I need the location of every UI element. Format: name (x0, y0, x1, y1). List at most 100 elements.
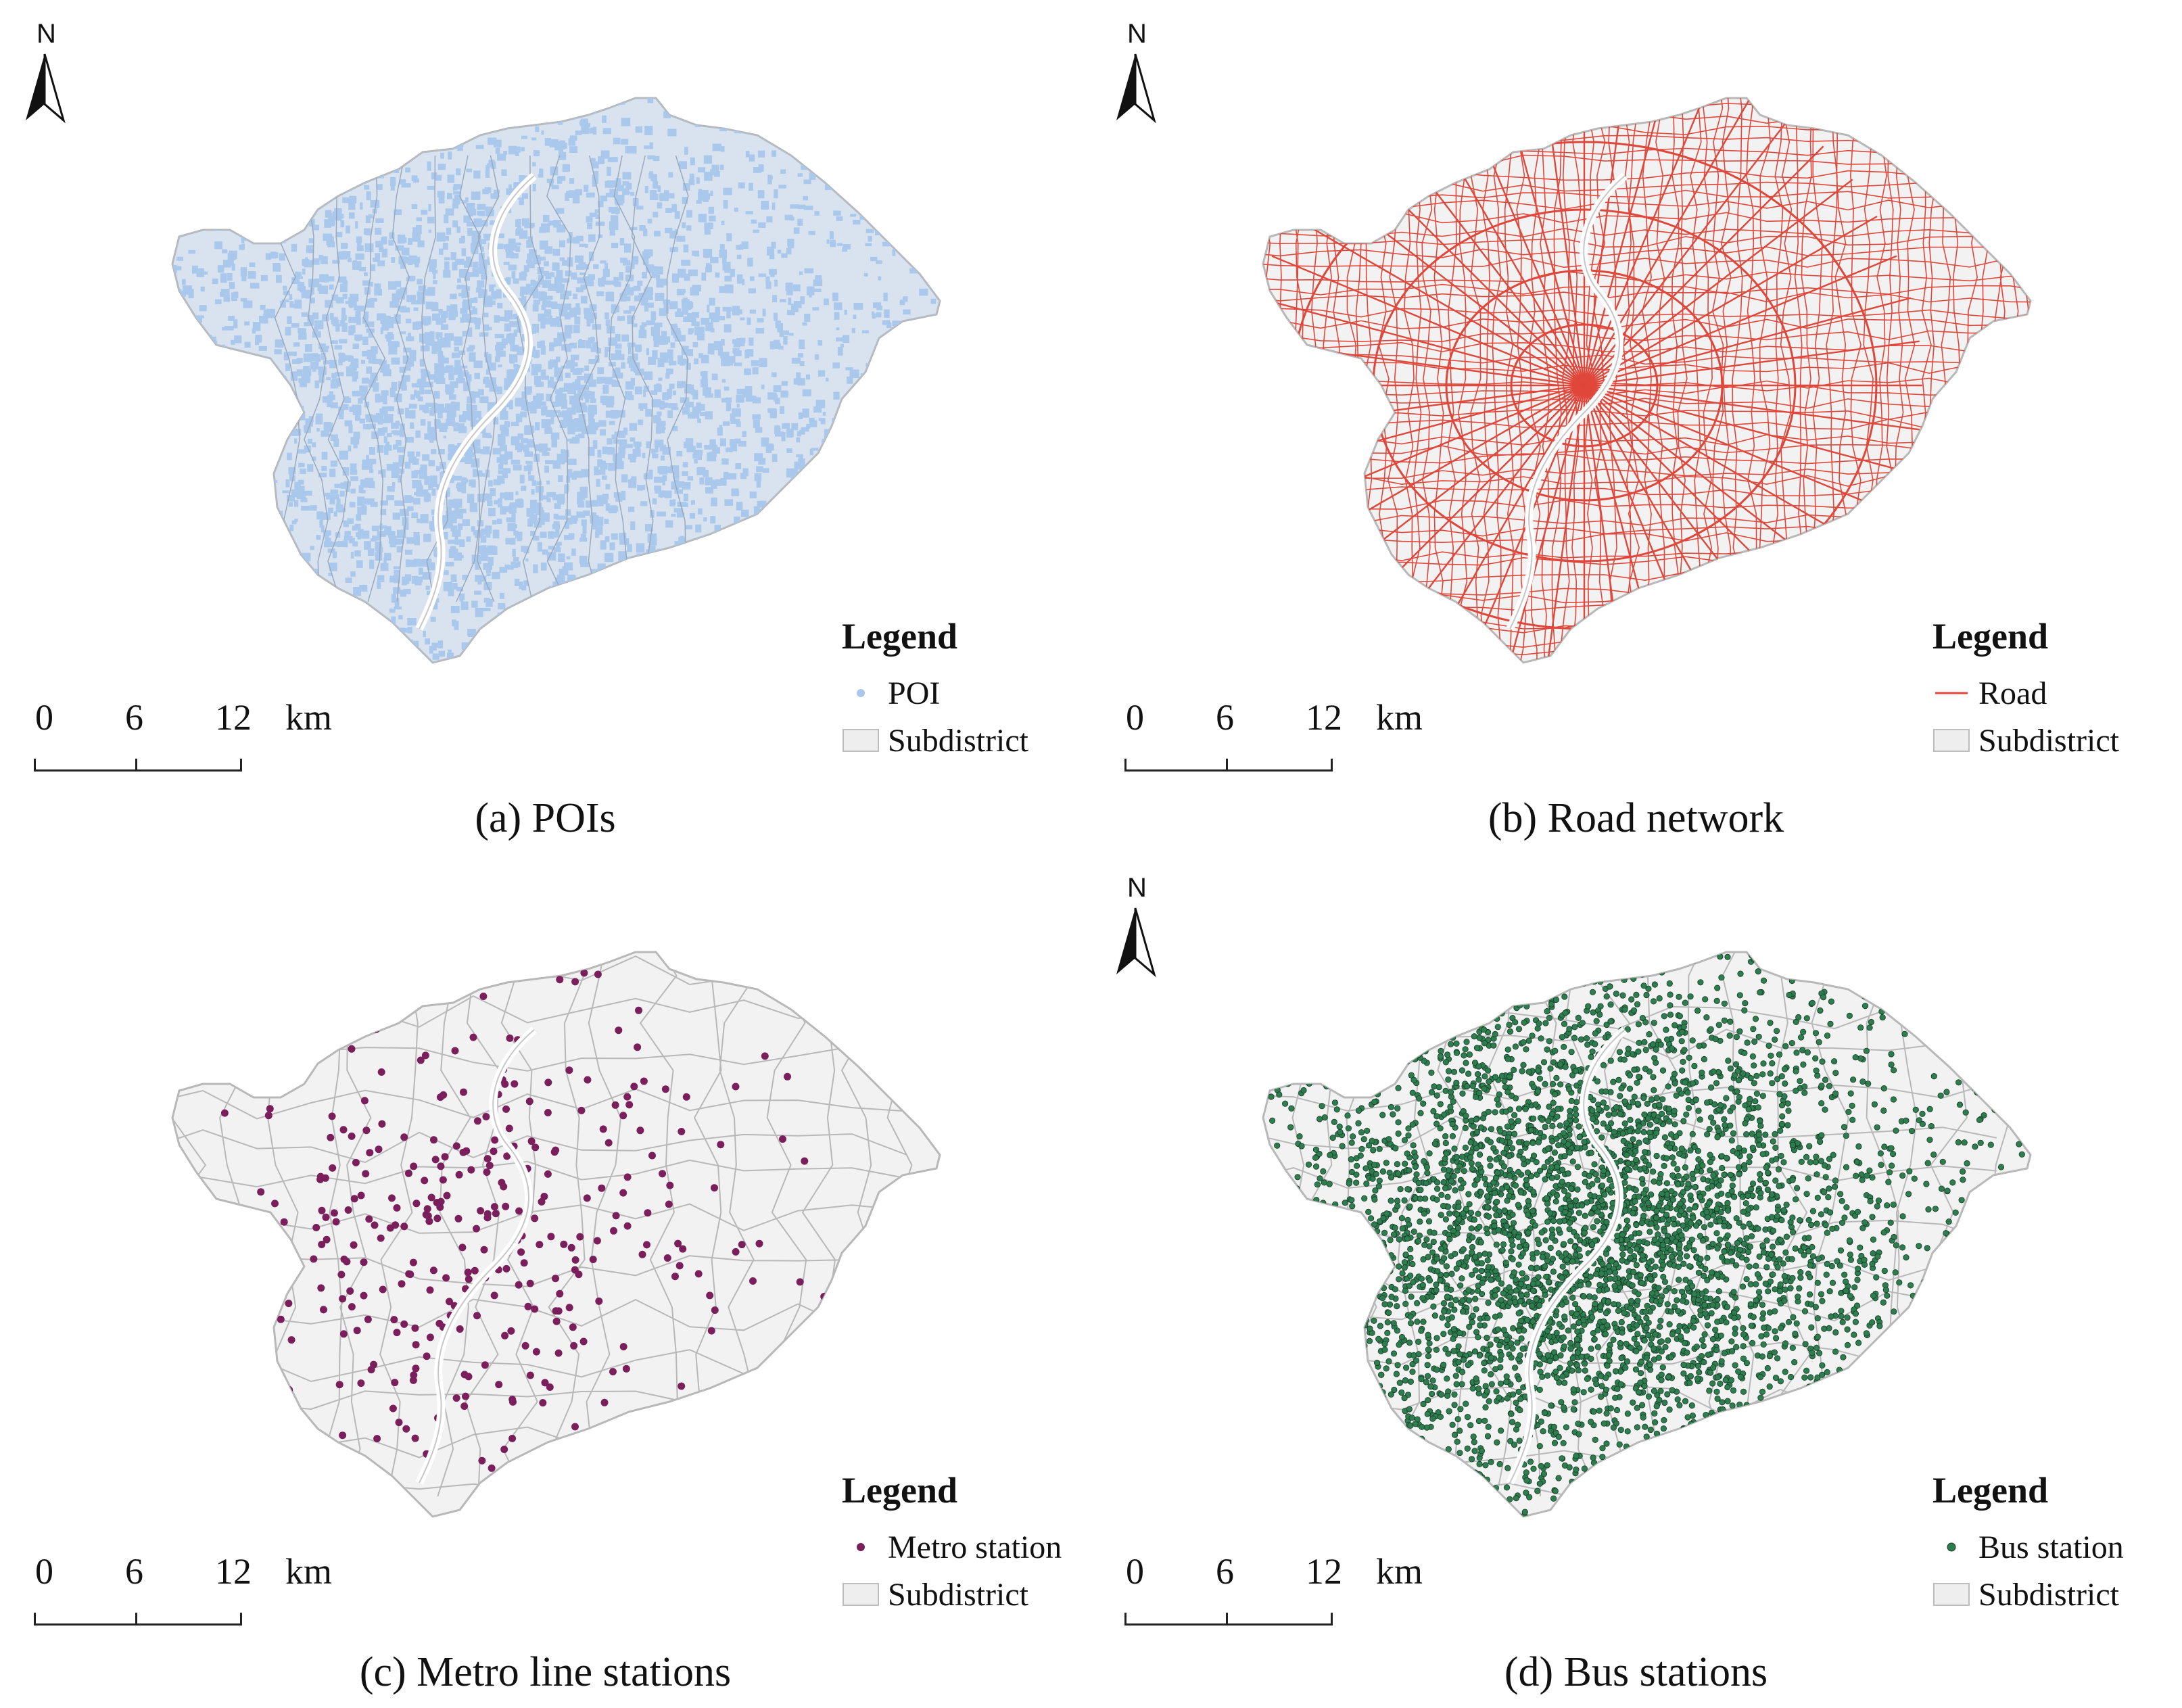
metro-station (364, 1315, 372, 1323)
poi-point (291, 489, 298, 498)
poi-point (501, 338, 508, 345)
poi-point (464, 274, 470, 281)
poi-point (705, 322, 713, 331)
poi-point (327, 142, 331, 147)
metro-station (350, 1195, 358, 1203)
poi-point (462, 414, 467, 421)
poi-point (638, 403, 648, 409)
poi-point (194, 163, 201, 166)
poi-point (283, 601, 289, 605)
poi-point (517, 226, 521, 231)
poi-point (836, 133, 842, 137)
poi-point (447, 174, 455, 183)
poi-point (407, 627, 412, 634)
metro-station (761, 1052, 769, 1060)
map-pois (148, 72, 951, 721)
poi-point (173, 362, 180, 368)
poi-point (360, 490, 366, 494)
subdistrict-boundaries (148, 72, 951, 721)
poi-point (498, 603, 506, 610)
poi-point (745, 551, 753, 559)
poi-point (212, 468, 216, 475)
poi-point (284, 549, 293, 557)
poi-point (734, 362, 742, 366)
metro-station (412, 1200, 421, 1208)
poi-point (207, 488, 211, 496)
poi-point (698, 214, 707, 222)
poi-point (554, 410, 561, 413)
poi-point (213, 397, 218, 403)
poi-point (401, 385, 407, 391)
poi-point (391, 257, 396, 263)
poi-point (720, 653, 724, 659)
poi-point (332, 608, 340, 616)
poi-point (670, 465, 675, 469)
metro-station (271, 1200, 279, 1208)
poi-point (197, 548, 203, 556)
poi-point (492, 520, 497, 525)
poi-point (537, 632, 547, 637)
poi-point (427, 185, 435, 190)
poi-point (671, 514, 676, 517)
poi-point (818, 418, 826, 421)
bus-station (1661, 1399, 1668, 1406)
metro-station (426, 1286, 434, 1294)
poi-point (402, 355, 410, 364)
metro-station (297, 1060, 305, 1068)
poi-point (233, 387, 242, 396)
metro-station (357, 1191, 365, 1200)
poi-point (268, 171, 277, 176)
poi-point (348, 538, 355, 544)
poi-point (338, 352, 344, 356)
poi-point (365, 215, 371, 224)
poi-point (333, 211, 341, 219)
metro-station (385, 1012, 393, 1020)
bus-station (1433, 1092, 1440, 1099)
poi-point (417, 240, 425, 247)
poi-point (780, 711, 787, 721)
poi-point (343, 355, 352, 361)
poi-point (210, 336, 216, 343)
bus-station (1727, 1065, 1734, 1072)
poi-point (478, 667, 485, 671)
poi-point (586, 643, 593, 648)
poi-point (651, 557, 657, 564)
poi-point (466, 374, 472, 382)
poi-point (450, 411, 455, 421)
poi-point (439, 248, 444, 255)
poi-point (450, 546, 456, 551)
poi-point (920, 105, 928, 111)
poi-point (552, 582, 559, 589)
poi-point (562, 595, 571, 603)
poi-point (486, 573, 491, 577)
poi-point (463, 705, 470, 711)
poi-point (573, 594, 579, 602)
poi-point (934, 412, 939, 421)
metro-station (732, 1248, 740, 1256)
poi-point (389, 72, 396, 78)
poi-point (884, 479, 891, 485)
poi-point (945, 499, 951, 505)
poi-point (436, 232, 446, 242)
poi-point (318, 473, 327, 477)
poi-point (356, 560, 363, 568)
poi-point (575, 616, 580, 625)
poi-point (794, 632, 799, 641)
poi-point (188, 166, 197, 174)
poi-point (334, 345, 343, 350)
poi-point (148, 475, 156, 479)
poi-point (454, 504, 460, 515)
poi-point (259, 421, 268, 429)
poi-point (343, 520, 349, 527)
poi-point (436, 372, 442, 378)
poi-point (920, 205, 926, 210)
poi-point (473, 392, 480, 398)
poi-point (617, 316, 625, 321)
poi-point (928, 268, 936, 274)
poi-point (498, 464, 504, 470)
poi-point (561, 393, 567, 401)
poi-point (644, 288, 652, 298)
panel-caption: (c) Metro line stations (359, 1649, 732, 1695)
poi-point (733, 660, 741, 663)
poi-point (535, 612, 540, 618)
